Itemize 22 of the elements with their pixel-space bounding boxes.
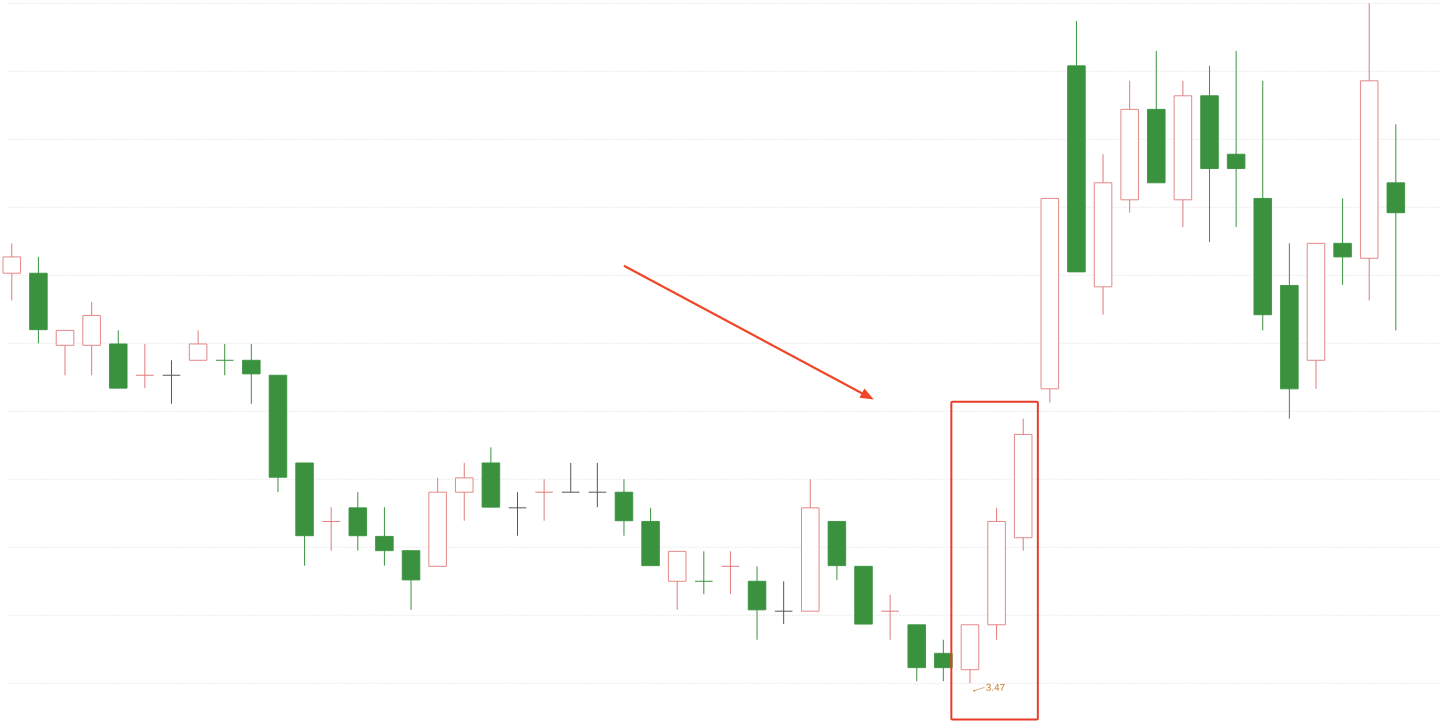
candlestick (508, 491, 527, 537)
candlestick (534, 478, 554, 522)
candlestick (774, 580, 793, 625)
candlestick (694, 550, 714, 595)
candlestick (2, 242, 22, 301)
candlestick (375, 506, 394, 567)
text: 3.47 (986, 683, 1005, 691)
candlestick (215, 343, 235, 376)
candlestick (188, 329, 208, 361)
candlestick (162, 359, 181, 405)
candlestick (721, 550, 740, 595)
candlestick (321, 506, 341, 552)
candlestick (455, 462, 474, 522)
candlestick (561, 462, 581, 493)
candlestick (934, 639, 953, 682)
candlestick (242, 343, 261, 405)
candlestick (1226, 50, 1246, 228)
candlestick (1333, 197, 1352, 286)
candlestick (135, 343, 155, 389)
candlestick (55, 329, 75, 376)
candlestick (588, 462, 607, 508)
candlestick (880, 594, 900, 641)
